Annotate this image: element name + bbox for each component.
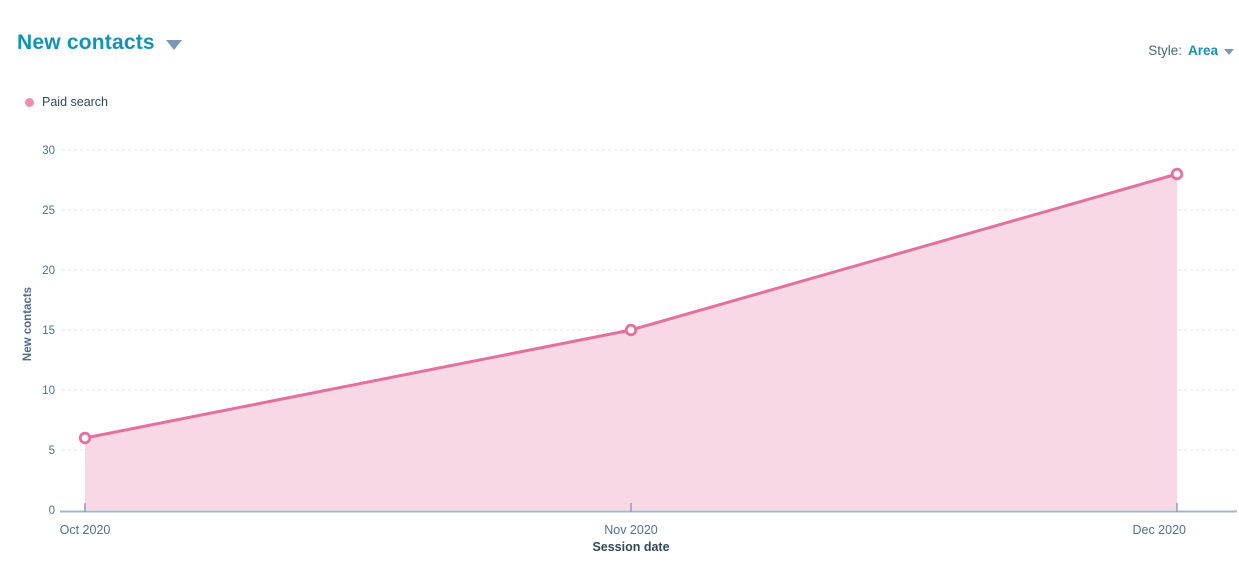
area-fill (85, 174, 1177, 510)
y-tick-label: 15 (42, 325, 55, 337)
y-tick-label: 0 (49, 505, 55, 517)
x-tick-label: Nov 2020 (604, 523, 658, 537)
page-title: New contacts (17, 31, 155, 54)
chart-style-selector[interactable]: Style: Area (1148, 43, 1234, 58)
style-selector-value[interactable]: Area (1187, 43, 1218, 58)
y-axis-title: New contacts (22, 286, 34, 362)
chevron-down-icon (1224, 48, 1234, 55)
y-tick-label: 25 (42, 205, 55, 217)
legend-item-paid-search[interactable]: Paid search (25, 95, 108, 109)
chevron-down-icon (165, 39, 182, 50)
data-point-marker[interactable] (1170, 167, 1184, 181)
data-point-marker[interactable] (78, 431, 92, 445)
legend-item-label: Paid search (42, 95, 109, 109)
y-tick-label: 20 (42, 265, 55, 277)
y-tick-label: 30 (42, 145, 55, 157)
style-selector-label: Style: (1148, 43, 1182, 58)
data-point-marker[interactable] (624, 323, 638, 337)
x-tick-label: Dec 2020 (1132, 523, 1186, 537)
y-tick-label: 10 (42, 385, 55, 397)
y-tick-label: 5 (49, 445, 55, 457)
series-color-dot-icon (25, 97, 34, 107)
x-tick-label: Oct 2020 (60, 523, 111, 537)
chart-legend: Paid search (25, 95, 108, 109)
report-title-dropdown[interactable]: New contacts (17, 31, 182, 55)
x-axis-title: Session date (592, 540, 670, 554)
